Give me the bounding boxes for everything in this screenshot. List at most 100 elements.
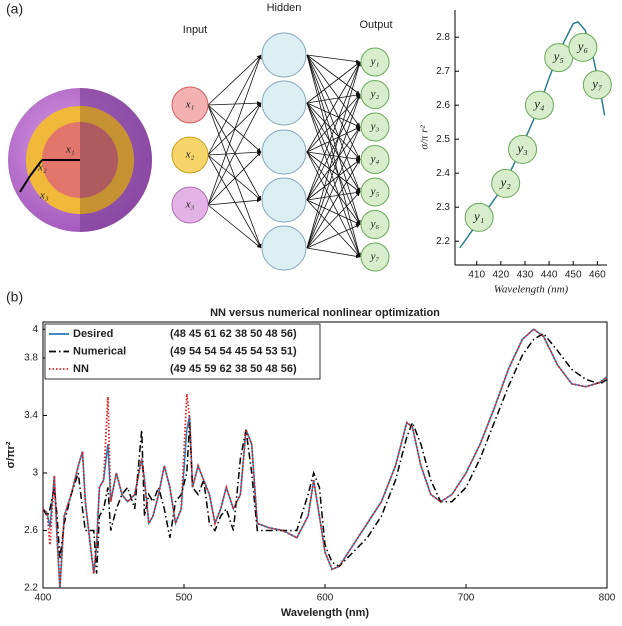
edge bbox=[306, 61, 361, 201]
edge bbox=[207, 204, 262, 249]
sphere-label: x₁ bbox=[65, 144, 75, 156]
output-node bbox=[360, 177, 390, 207]
legend-label: Numerical bbox=[73, 345, 126, 357]
x-tick-label: 400 bbox=[35, 593, 52, 604]
annotation-marker bbox=[568, 32, 598, 62]
output-label: y₄ bbox=[370, 153, 380, 165]
edge bbox=[306, 199, 361, 258]
y-tick-label: 2.6 bbox=[24, 525, 38, 536]
hidden-node bbox=[261, 225, 307, 271]
y-tick-label: 2.2 bbox=[436, 236, 450, 247]
edge bbox=[306, 102, 361, 128]
edge bbox=[306, 94, 361, 153]
sphere bbox=[8, 88, 152, 232]
edge bbox=[207, 54, 262, 156]
edge bbox=[306, 61, 361, 104]
output-label: y₆ bbox=[370, 218, 380, 230]
annotation: y₅ bbox=[552, 49, 564, 64]
edge bbox=[306, 199, 361, 225]
layer-title: Hidden bbox=[267, 2, 302, 14]
y-axis-label: σ/π r² bbox=[419, 125, 431, 150]
edge bbox=[306, 247, 361, 259]
annotation-marker bbox=[524, 90, 554, 120]
layer-title: Output bbox=[359, 19, 392, 31]
edge bbox=[306, 126, 361, 201]
edge bbox=[306, 54, 361, 128]
output-label: y₇ bbox=[370, 251, 380, 263]
annotation-marker bbox=[582, 70, 612, 100]
legend-detail: (48 45 61 62 38 50 48 56) bbox=[170, 328, 297, 340]
y-tick-label: 2.2 bbox=[24, 583, 38, 594]
legend-detail: (49 45 59 62 38 50 48 56) bbox=[170, 363, 297, 375]
hidden-node bbox=[261, 80, 307, 126]
output-node bbox=[360, 80, 390, 109]
hidden-node bbox=[261, 129, 307, 175]
x-tick-label: 420 bbox=[492, 270, 509, 281]
panel-label: (a) bbox=[6, 1, 23, 17]
edge bbox=[207, 151, 262, 206]
legend-detail: (49 54 54 54 45 54 53 51) bbox=[170, 345, 297, 357]
x-tick-label: 600 bbox=[317, 593, 334, 604]
legend-label: NN bbox=[73, 363, 89, 375]
x-tick-label: 700 bbox=[458, 593, 475, 604]
output-label: y₁ bbox=[370, 56, 380, 68]
annotation: y₁ bbox=[472, 208, 484, 223]
sphere-label: x₂ bbox=[37, 162, 47, 174]
edge bbox=[207, 54, 262, 106]
edge bbox=[306, 94, 361, 201]
output-node bbox=[360, 112, 390, 142]
output-label: y₅ bbox=[370, 186, 380, 198]
x-tick-label: 430 bbox=[517, 270, 534, 281]
x-tick-label: 800 bbox=[599, 593, 616, 604]
edge bbox=[306, 190, 361, 201]
edge bbox=[306, 159, 361, 201]
legend-label: Desired bbox=[73, 328, 113, 340]
x-tick-label: 500 bbox=[176, 593, 193, 604]
edge bbox=[306, 94, 361, 249]
x-tick-label: 410 bbox=[468, 270, 485, 281]
edge bbox=[207, 54, 262, 206]
output-node bbox=[360, 47, 390, 77]
annotation-marker bbox=[508, 134, 538, 164]
layer-title: Input bbox=[183, 24, 207, 36]
annotation: y₂ bbox=[499, 174, 512, 189]
output-node bbox=[360, 242, 390, 272]
annotation-marker bbox=[491, 168, 521, 198]
input-label: x₁ bbox=[185, 99, 195, 111]
input-node bbox=[171, 136, 209, 174]
edge bbox=[306, 93, 361, 104]
input-node bbox=[171, 86, 209, 124]
data-line bbox=[42, 332, 608, 574]
hidden-node bbox=[261, 32, 307, 78]
y-axis-label: σ/πr² bbox=[5, 441, 17, 468]
y-tick-label: 3 bbox=[32, 468, 38, 479]
y-tick-label: 4 bbox=[32, 324, 38, 335]
edge bbox=[306, 61, 361, 153]
y-tick-label: 2.8 bbox=[436, 32, 450, 43]
y-tick-label: 2.4 bbox=[436, 168, 450, 179]
y-tick-label: 2.6 bbox=[436, 100, 450, 111]
edge bbox=[306, 54, 361, 64]
chart-title: NN versus numerical nonlinear optimizati… bbox=[210, 307, 440, 319]
edge bbox=[207, 102, 262, 206]
input-label: x₃ bbox=[185, 199, 195, 211]
edge bbox=[306, 191, 361, 249]
y-tick-label: 3.8 bbox=[24, 353, 38, 364]
output-label: y₂ bbox=[370, 88, 380, 100]
input-node bbox=[171, 186, 209, 224]
x-tick-label: 440 bbox=[541, 270, 558, 281]
edge bbox=[306, 126, 361, 249]
edge bbox=[306, 54, 361, 95]
edge bbox=[207, 101, 262, 106]
edge bbox=[306, 126, 361, 153]
annotation-marker bbox=[464, 202, 494, 232]
output-node bbox=[360, 145, 390, 174]
edge bbox=[306, 224, 361, 249]
legend-box bbox=[44, 323, 321, 380]
y-tick-label: 2.7 bbox=[436, 66, 450, 77]
input-label: x₂ bbox=[185, 149, 195, 161]
edge bbox=[207, 154, 262, 249]
x-axis-label: Wavelength (nm) bbox=[494, 284, 569, 296]
sphere-label: x₃ bbox=[39, 190, 49, 202]
